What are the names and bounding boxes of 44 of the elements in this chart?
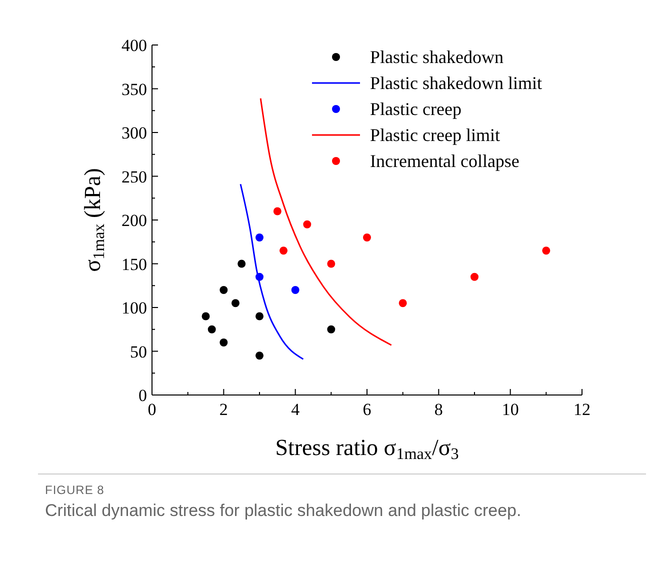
- point: [220, 338, 228, 346]
- x-tick-label: 2: [219, 400, 228, 419]
- legend-label: Plastic creep: [370, 99, 462, 119]
- legend-label: Plastic shakedown limit: [370, 73, 542, 93]
- point: [238, 260, 246, 268]
- x-tick-label: 4: [291, 400, 300, 419]
- caption: FIGURE 8: [45, 483, 104, 497]
- point: [256, 312, 264, 320]
- y-tick-label: 350: [122, 80, 147, 99]
- point: [256, 234, 264, 242]
- y-tick-label: 200: [122, 211, 147, 230]
- point: [470, 272, 478, 281]
- y-tick-label: 300: [122, 124, 147, 142]
- x-tick-label: 8: [434, 400, 443, 419]
- text: Critical dynamic stress for plastic shakedown and plastic creep.: [45, 501, 522, 520]
- point: [398, 299, 407, 308]
- point: [220, 286, 228, 294]
- line-series: [240, 183, 304, 360]
- point: [280, 246, 288, 255]
- legend-label: Incremental collapse: [370, 151, 520, 171]
- y-tick-label: 250: [122, 167, 147, 186]
- x-axis-title: Stress ratio σ$_{1max}$/σ$_{3}$: [275, 435, 459, 463]
- x-tick-label: 10: [502, 400, 519, 419]
- y-tick-label: 150: [122, 254, 147, 274]
- point: [256, 352, 264, 360]
- x-tick-label: 6: [362, 400, 372, 419]
- y-tick-label: 0: [138, 386, 147, 405]
- point: [542, 246, 550, 255]
- point: [256, 272, 264, 281]
- point: [232, 299, 240, 308]
- y-tick-label: 100: [122, 298, 147, 318]
- y-tick-label: 50: [130, 342, 147, 362]
- point: [208, 325, 216, 334]
- point: [273, 207, 282, 216]
- legend-label: Plastic shakedown: [370, 47, 504, 67]
- point: [202, 312, 210, 320]
- point: [291, 286, 300, 294]
- y-tick-label: 400: [122, 36, 147, 55]
- point: [303, 220, 312, 228]
- legend-label: Plastic creep limit: [370, 125, 500, 145]
- point: [327, 260, 336, 268]
- x-tick-label: 12: [574, 400, 590, 419]
- point: [363, 234, 371, 242]
- point: [327, 325, 336, 334]
